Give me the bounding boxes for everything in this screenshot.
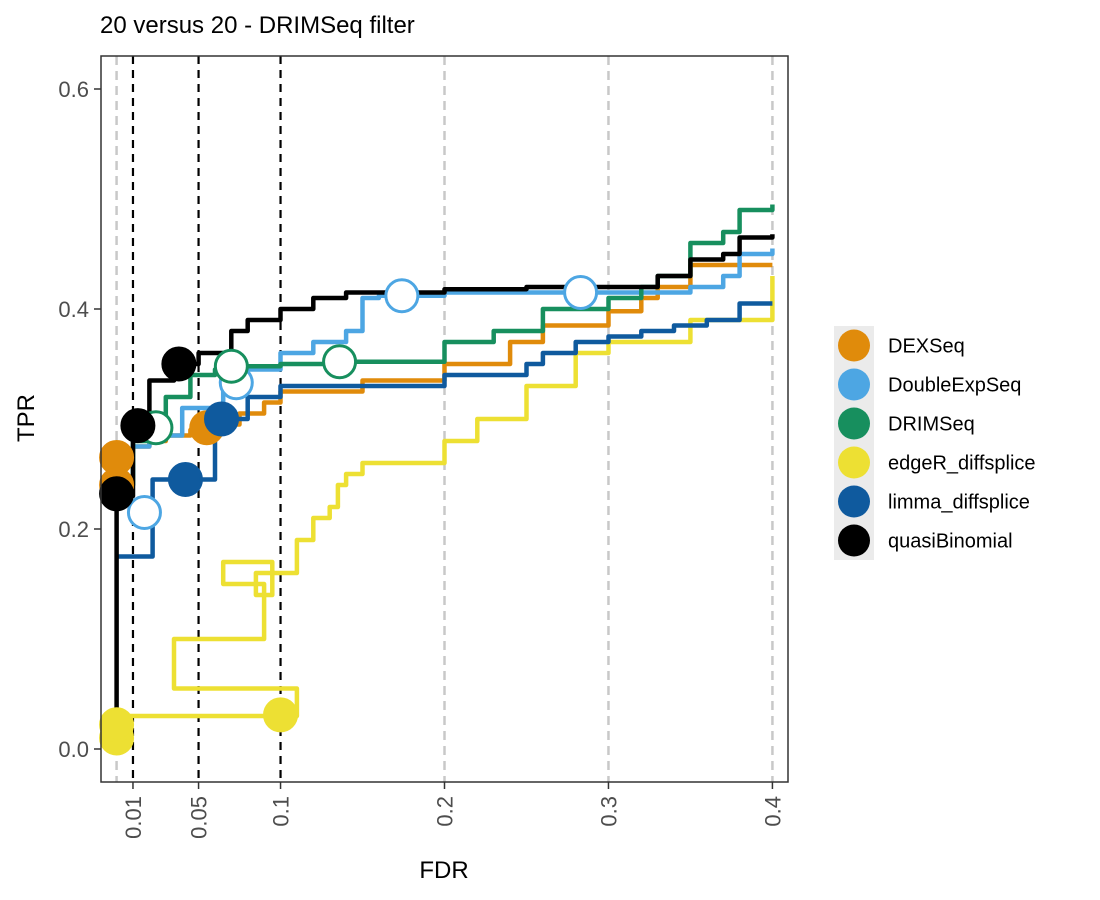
x-tick-label: 0.2: [433, 796, 458, 827]
legend-label-dexseq: DEXSeq: [888, 336, 965, 358]
series-line-quasibinomial: [114, 234, 775, 716]
legend-key-drimseq: [838, 407, 870, 440]
series-line-doubleexpseq: [116, 248, 775, 488]
data-point-quasibinomial: [99, 476, 135, 512]
y-tick-label: 0.6: [58, 77, 89, 102]
data-point-quasibinomial: [161, 346, 197, 382]
y-tick-label: 0.2: [58, 517, 89, 542]
data-point-drimseq: [213, 348, 249, 384]
legend-key-dexseq: [838, 329, 870, 362]
legend-key-limma-diffsplice: [838, 485, 870, 518]
legend-key-quasibinomial: [838, 524, 870, 557]
legend-label-doubleexpseq: DoubleExpSeq: [888, 375, 1021, 397]
data-point-quasibinomial: [120, 408, 156, 444]
chart-title: 20 versus 20 - DRIMSeq filter: [100, 12, 415, 39]
legend-key-edger-diffsplice: [838, 446, 870, 479]
data-point-limma-diffsplice: [167, 462, 203, 497]
legend-label-drimseq: DRIMSeq: [888, 414, 975, 436]
data-point-doubleexpseq: [384, 278, 420, 314]
legend-label-quasibinomial: quasiBinomial: [888, 531, 1013, 553]
data-point-drimseq: [322, 344, 358, 380]
legend-key-background: [834, 326, 874, 560]
y-axis-title: TPR: [13, 394, 40, 442]
x-axis-title: FDR: [419, 857, 468, 884]
y-axis: 0.0 0.2 0.4 0.6: [58, 77, 101, 762]
legend-key-doubleexpseq: [838, 368, 870, 401]
x-axis: 0.01 0.05 0.1 0.2 0.3 0.4: [121, 782, 785, 839]
x-tick-label: 0.4: [760, 796, 785, 827]
y-tick-label: 0.4: [58, 297, 89, 322]
legend-label-edger-diffsplice: edgeR_diffsplice: [888, 453, 1036, 475]
series-line-drimseq: [116, 204, 775, 488]
data-point-doubleexpseq: [126, 495, 162, 530]
y-tick-label: 0.0: [58, 737, 89, 762]
x-tick-label: 0.3: [596, 796, 621, 827]
data-point-edger-diffsplice: [263, 697, 299, 733]
reference-lines: [115, 56, 774, 782]
data-point-doubleexpseq: [563, 275, 599, 310]
data-point-edger-diffsplice: [99, 707, 135, 743]
legend: DEXSeq DoubleExpSeq DRIMSeq edgeR_diffsplic…: [834, 326, 1036, 560]
series-lines: [114, 204, 775, 738]
x-tick-label: 0.01: [121, 796, 146, 839]
data-point-limma-diffsplice: [204, 401, 240, 437]
series-points: [99, 275, 599, 756]
series-line-limma-diffsplice: [116, 301, 773, 559]
x-tick-label: 0.05: [187, 796, 212, 839]
series-line-edger-diffsplice: [114, 276, 775, 738]
legend-label-limma-diffsplice: limma_diffsplice: [888, 492, 1030, 514]
x-tick-label: 0.1: [269, 796, 294, 827]
